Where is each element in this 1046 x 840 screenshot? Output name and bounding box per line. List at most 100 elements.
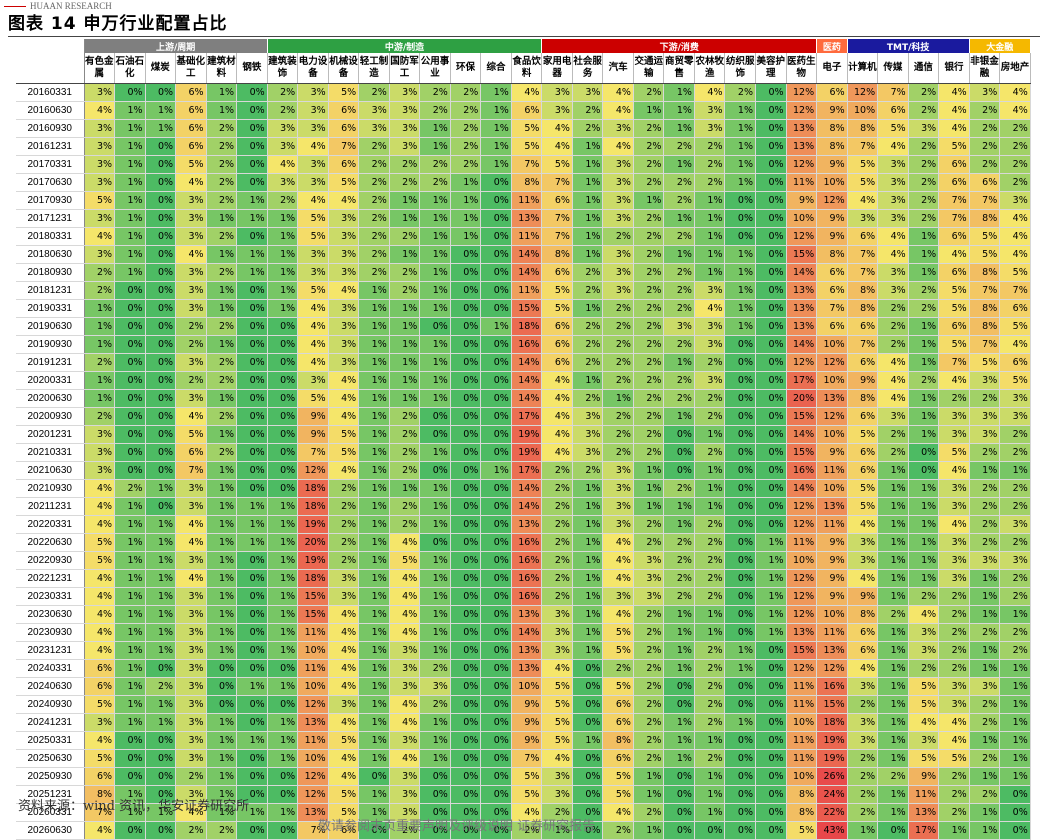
industry-header: 电子 [816, 53, 848, 84]
row-date: 20170630 [16, 173, 85, 192]
allocation-cell: 2% [969, 713, 1001, 732]
allocation-cell: 0% [236, 785, 268, 804]
allocation-cell: 0% [114, 317, 146, 336]
allocation-cell: 1% [694, 191, 726, 210]
allocation-cell: 2% [572, 461, 604, 480]
allocation-cell: 4% [541, 137, 573, 156]
allocation-cell: 3% [175, 227, 207, 246]
allocation-cell: 1% [755, 623, 787, 642]
allocation-cell: 10% [511, 677, 543, 696]
allocation-cell: 6% [816, 281, 848, 300]
allocation-cell: 2% [724, 83, 756, 102]
allocation-cell: 1% [358, 623, 390, 642]
figure-title: 图表 14 申万行业配置占比 [8, 14, 228, 34]
allocation-cell: 2% [938, 659, 970, 678]
allocation-cell: 4% [175, 407, 207, 426]
allocation-cell: 1% [145, 533, 177, 552]
allocation-cell: 14% [786, 335, 818, 354]
allocation-cell: 0% [114, 299, 146, 318]
sector-group-row: 上游/周期 中游/制造 下游/消费 医药 TMT/科技 大金融 [16, 39, 1031, 53]
industry-header: 纺织服饰 [724, 53, 756, 84]
allocation-cell: 1% [480, 119, 512, 138]
allocation-cell: 5% [84, 749, 116, 768]
allocation-cell: 1% [419, 119, 451, 138]
allocation-cell: 1% [663, 605, 695, 624]
industry-header: 机械设备 [328, 53, 360, 84]
allocation-cell: 0% [236, 821, 268, 840]
allocation-cell: 3% [175, 497, 207, 516]
allocation-cell: 1% [724, 173, 756, 192]
allocation-cell: 6% [84, 677, 116, 696]
allocation-cell: 12% [786, 659, 818, 678]
allocation-cell: 0% [480, 209, 512, 228]
allocation-cell: 2% [938, 785, 970, 804]
allocation-cell: 0% [267, 821, 299, 840]
row-date: 20210630 [16, 461, 85, 480]
allocation-cell: 3% [328, 209, 360, 228]
allocation-cell: 2% [999, 425, 1031, 444]
allocation-cell: 0% [724, 461, 756, 480]
allocation-cell: 1% [877, 497, 909, 516]
allocation-cell: 4% [84, 821, 116, 840]
allocation-cell: 6% [847, 227, 879, 246]
allocation-cell: 2% [572, 353, 604, 372]
allocation-cell: 3% [84, 245, 116, 264]
allocation-cell: 43% [816, 821, 848, 840]
allocation-cell: 3% [297, 245, 329, 264]
allocation-cell: 5% [602, 641, 634, 660]
allocation-cell: 8% [969, 317, 1001, 336]
allocation-cell: 0% [480, 767, 512, 786]
allocation-cell: 12% [786, 83, 818, 102]
allocation-cell: 1% [663, 623, 695, 642]
allocation-cell: 1% [755, 569, 787, 588]
allocation-cell: 1% [206, 803, 238, 822]
allocation-cell: 2% [541, 803, 573, 822]
allocation-cell: 9% [297, 407, 329, 426]
allocation-cell: 3% [175, 749, 207, 768]
allocation-cell: 0% [480, 659, 512, 678]
allocation-cell: 1% [114, 659, 146, 678]
allocation-cell: 0% [145, 191, 177, 210]
table-row: 20161231 3% 1% 0% 6% 2% 0% 3% 4% 7% 2% 3% 1% 2% 1% 5% 4%… [16, 137, 1031, 156]
allocation-cell: 1% [145, 551, 177, 570]
allocation-cell: 2% [175, 767, 207, 786]
allocation-cell: 13% [908, 803, 940, 822]
allocation-cell: 2% [633, 137, 665, 156]
allocation-cell: 1% [419, 443, 451, 462]
allocation-cell: 1% [358, 497, 390, 516]
allocation-cell: 0% [267, 407, 299, 426]
allocation-cell: 1% [480, 155, 512, 174]
allocation-cell: 0% [450, 767, 482, 786]
allocation-cell: 1% [877, 641, 909, 660]
allocation-cell: 3% [84, 83, 116, 102]
allocation-cell: 0% [480, 335, 512, 354]
allocation-cell: 1% [419, 605, 451, 624]
allocation-cell: 2% [969, 497, 1001, 516]
allocation-cell: 1% [206, 497, 238, 516]
allocation-cell: 2% [847, 803, 879, 822]
allocation-cell: 2% [633, 353, 665, 372]
allocation-cell: 8% [541, 245, 573, 264]
allocation-cell: 4% [328, 281, 360, 300]
allocation-cell: 2% [450, 119, 482, 138]
allocation-cell: 2% [908, 299, 940, 318]
allocation-cell: 2% [358, 155, 390, 174]
allocation-cell: 2% [633, 371, 665, 390]
allocation-cell: 3% [541, 605, 573, 624]
row-date: 20220930 [16, 551, 85, 570]
allocation-cell: 5% [969, 353, 1001, 372]
industry-header: 国防军工 [389, 53, 421, 84]
allocation-cell: 1% [358, 569, 390, 588]
allocation-cell: 11% [786, 677, 818, 696]
allocation-cell: 0% [480, 173, 512, 192]
allocation-cell: 0% [572, 713, 604, 732]
allocation-cell: 2% [206, 407, 238, 426]
allocation-cell: 1% [114, 173, 146, 192]
allocation-cell: 1% [267, 209, 299, 228]
allocation-cell: 1% [84, 371, 116, 390]
allocation-cell: 0% [755, 209, 787, 228]
allocation-cell: 1% [267, 569, 299, 588]
allocation-cell: 2% [908, 209, 940, 228]
allocation-cell: 2% [389, 425, 421, 444]
allocation-cell: 0% [145, 731, 177, 750]
